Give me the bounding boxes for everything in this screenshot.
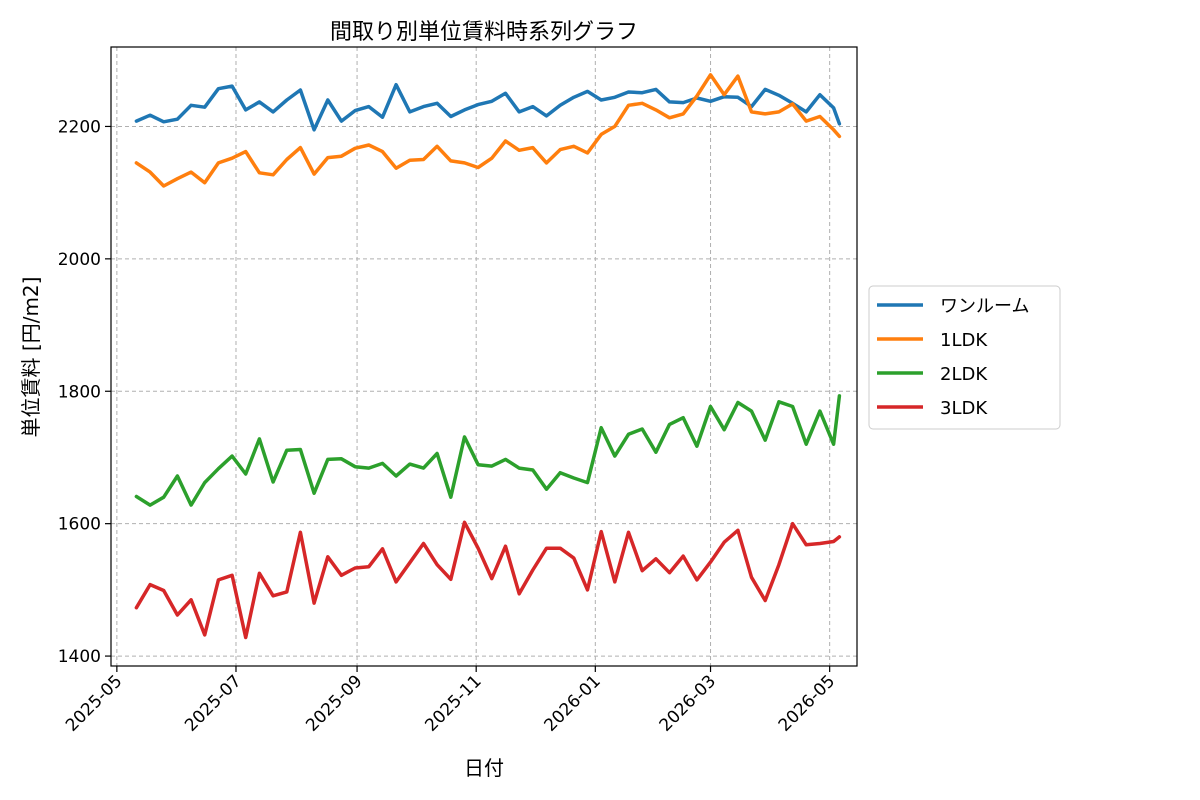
x-tick-label: 2025-07 [181, 671, 245, 735]
x-axis-label: 日付 [464, 756, 504, 780]
plot-frame [110, 46, 858, 667]
y-axis-label: 単位賃料 [円/m2] [19, 277, 43, 438]
x-tick-label: 2025-05 [62, 671, 126, 735]
x-tick-label: 2025-11 [421, 671, 485, 735]
series-lines [134, 73, 842, 640]
legend-label: 2LDK [940, 364, 988, 385]
x-tick-label: 2026-05 [775, 671, 839, 735]
x-tick-label: 2026-03 [656, 671, 720, 735]
grid-lines [111, 47, 857, 666]
legend-box [868, 285, 1061, 430]
x-tick-label: 2026-01 [540, 671, 604, 735]
series-line-2 [134, 73, 842, 188]
series-line-3 [134, 394, 842, 507]
y-tick-label: 1600 [58, 515, 101, 535]
legend: ワンルーム 1LDK 2LDK 3LDK [868, 285, 1061, 430]
y-tick-label: 2200 [58, 117, 101, 137]
x-tick-label: 2025-09 [302, 671, 366, 735]
series-line-1 [134, 82, 842, 132]
legend-label: 3LDK [940, 398, 988, 419]
y-tick-label: 1400 [58, 647, 101, 667]
y-tick-label: 2000 [58, 250, 101, 270]
legend-label: 1LDK [940, 330, 988, 351]
chart-title: 間取り別単位賃料時系列グラフ [330, 20, 638, 45]
legend-label: ワンルーム [940, 296, 1029, 317]
y-tick-label: 1800 [58, 382, 101, 402]
series-line-4 [134, 520, 842, 640]
